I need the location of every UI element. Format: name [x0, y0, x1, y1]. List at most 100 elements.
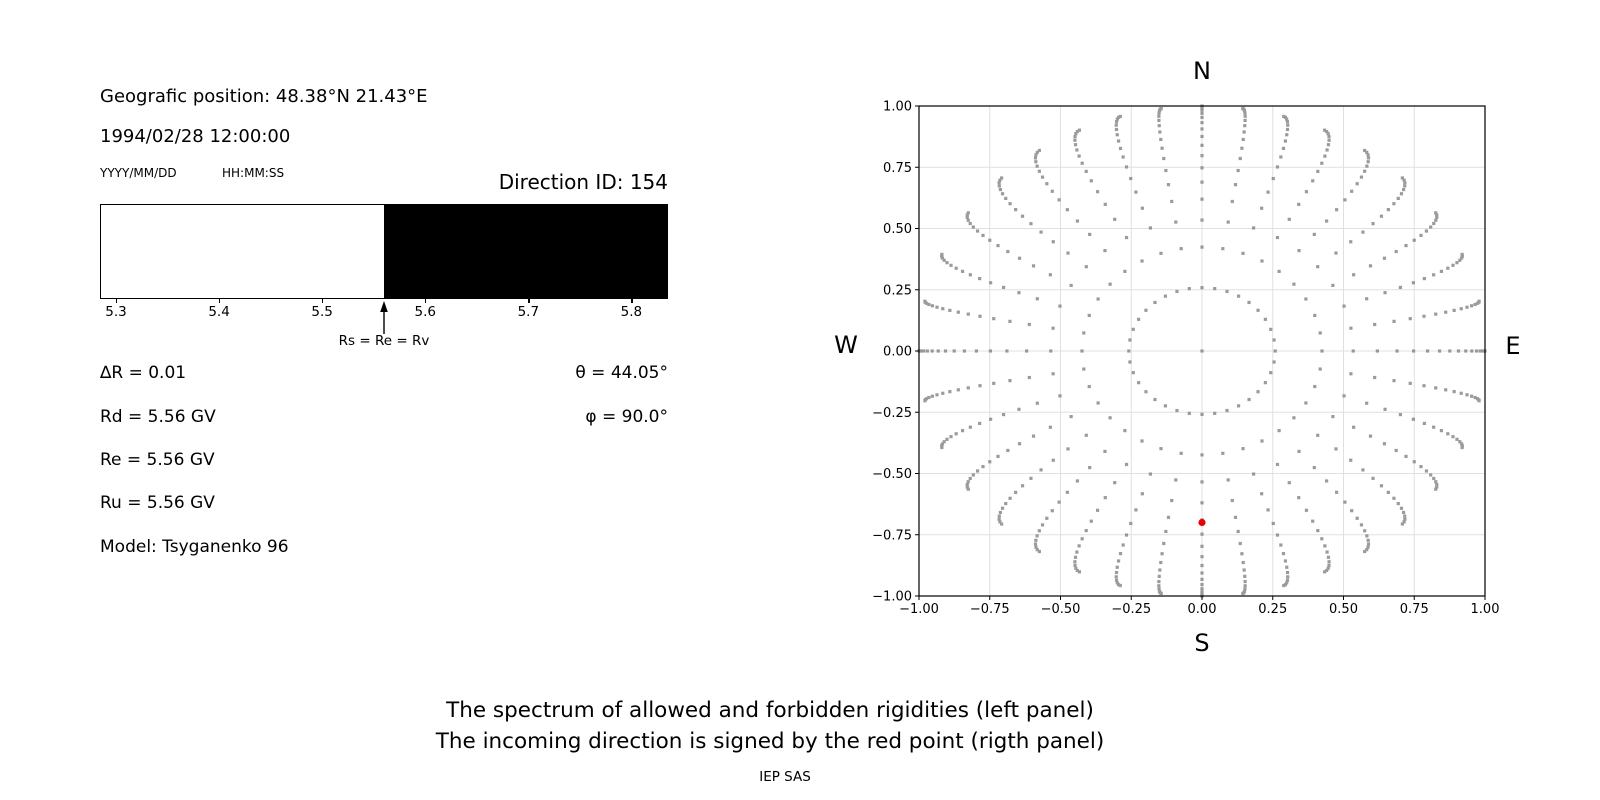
direction-grid-dot [1251, 472, 1256, 476]
direction-grid-dot [1451, 435, 1455, 439]
direction-grid-dot [1236, 168, 1240, 173]
direction-grid-dot [1398, 412, 1403, 417]
direction-grid-dot [1000, 176, 1004, 180]
direction-grid-dot [992, 317, 996, 321]
direction-grid-dot [1157, 574, 1161, 578]
y-tick-label: −0.25 [872, 406, 912, 421]
direction-grid-dot [1137, 317, 1141, 321]
direction-grid-dot [1200, 555, 1204, 559]
direction-grid-dot [1124, 165, 1129, 169]
delta-r-value: ∆R = 0.01 [100, 363, 187, 383]
direction-grid-dot [1162, 541, 1166, 546]
direction-grid-dot [956, 310, 960, 314]
direction-grid-dot [1080, 537, 1084, 541]
direction-grid-dot [1051, 458, 1055, 462]
direction-grid-dot [1159, 447, 1163, 451]
direction-grid-dot [1114, 123, 1118, 127]
direction-grid-dot [1459, 391, 1463, 395]
direction-grid-dot [1432, 221, 1436, 226]
direction-grid-dot [1401, 187, 1406, 192]
direction-grid-dot [1069, 414, 1073, 419]
direction-grid-dot [1435, 215, 1439, 220]
y-tick-label: −0.50 [872, 467, 912, 482]
direction-grid-dot [996, 243, 1000, 248]
direction-grid-dot [1475, 349, 1479, 353]
direction-grid-dot [943, 349, 948, 353]
direction-grid-dot [1174, 478, 1178, 482]
direction-grid-dot [935, 305, 939, 309]
direction-grid-dot [1037, 169, 1041, 173]
direction-grid-dot [1460, 445, 1464, 450]
direction-grid-dot [1074, 132, 1078, 136]
direction-grid-dot [1400, 522, 1404, 526]
direction-grid-dot [1411, 417, 1415, 421]
direction-grid-dot [1153, 300, 1157, 305]
rigidity-spectrum-bar [100, 204, 668, 299]
direction-grid-dot [1477, 299, 1481, 303]
direction-grid-dot [1242, 568, 1246, 572]
direction-grid-dot [1395, 349, 1399, 353]
direction-grid-dot [1285, 578, 1290, 582]
cutoff-arrow-icon [380, 301, 388, 334]
direction-grid-dot [1392, 202, 1396, 206]
direction-grid-dot [1297, 496, 1301, 500]
direction-grid-dot [1035, 150, 1039, 154]
direction-grid-dot [1134, 190, 1138, 194]
direction-grid-dot [1048, 273, 1052, 277]
direction-grid-dot [1006, 249, 1010, 254]
direction-grid-dot [1160, 552, 1164, 556]
direction-grid-dot [930, 349, 934, 353]
geo-position-text: Geografic position: 48.38°N 21.43°E [100, 86, 428, 107]
direction-grid-dot [1035, 401, 1039, 405]
direction-grid-dot [1311, 179, 1315, 183]
direction-grid-dot [1134, 508, 1138, 512]
direction-grid-dot [927, 395, 931, 400]
direction-grid-dot [1017, 256, 1022, 260]
direction-grid-dot [1375, 349, 1379, 353]
direction-grid-dot [1157, 579, 1161, 584]
direction-grid-dot [1366, 545, 1370, 549]
direction-grid-dot [1285, 127, 1290, 132]
direction-grid-dot [1035, 534, 1039, 538]
rigidity-tick-label: 5.4 [208, 304, 230, 320]
direction-grid-dot [940, 445, 944, 450]
direction-grid-dot [1343, 198, 1347, 202]
direction-grid-dot [1200, 134, 1204, 139]
direction-grid-dot [1275, 462, 1280, 467]
direction-grid-dot [1129, 176, 1133, 181]
direction-grid-dot [1422, 314, 1426, 318]
direction-grid-dot [1363, 148, 1367, 153]
direction-grid-dot [1033, 542, 1038, 546]
direction-grid-dot [1187, 287, 1191, 291]
direction-grid-dot [1118, 551, 1123, 556]
direction-grid-dot [925, 349, 929, 353]
direction-grid-dot [1327, 134, 1331, 139]
direction-grid-dot [1241, 137, 1245, 142]
direction-grid-dot [1243, 574, 1247, 578]
direction-grid-dot [968, 476, 972, 481]
direction-grid-dot [1271, 176, 1275, 181]
direction-grid-dot [965, 213, 969, 217]
direction-grid-dot [1124, 462, 1129, 467]
direction-grid-dot [1434, 218, 1438, 222]
x-tick-label: 1.00 [1471, 602, 1500, 617]
direction-grid-dot [1123, 269, 1127, 273]
direction-grid-dot [1365, 150, 1369, 154]
direction-grid-dot [1179, 451, 1183, 455]
direction-grid-dot [1017, 291, 1021, 295]
direction-grid-dot [1292, 282, 1296, 286]
direction-grid-dot [1140, 259, 1144, 263]
direction-grid-dot [1399, 506, 1404, 510]
direction-grid-dot [1365, 164, 1369, 168]
direction-grid-dot [1057, 500, 1061, 504]
direction-grid-dot [1422, 421, 1426, 426]
direction-grid-dot [1241, 106, 1245, 111]
direction-grid-dot [997, 181, 1001, 185]
direction-grid-dot [975, 469, 980, 473]
direction-grid-dot [1279, 155, 1283, 159]
direction-grid-dot [1279, 543, 1283, 547]
direction-grid-dot [989, 417, 993, 421]
direction-grid-dot [1084, 169, 1088, 174]
direction-grid-dot [1115, 581, 1119, 585]
direction-grid-dot [1331, 414, 1335, 419]
